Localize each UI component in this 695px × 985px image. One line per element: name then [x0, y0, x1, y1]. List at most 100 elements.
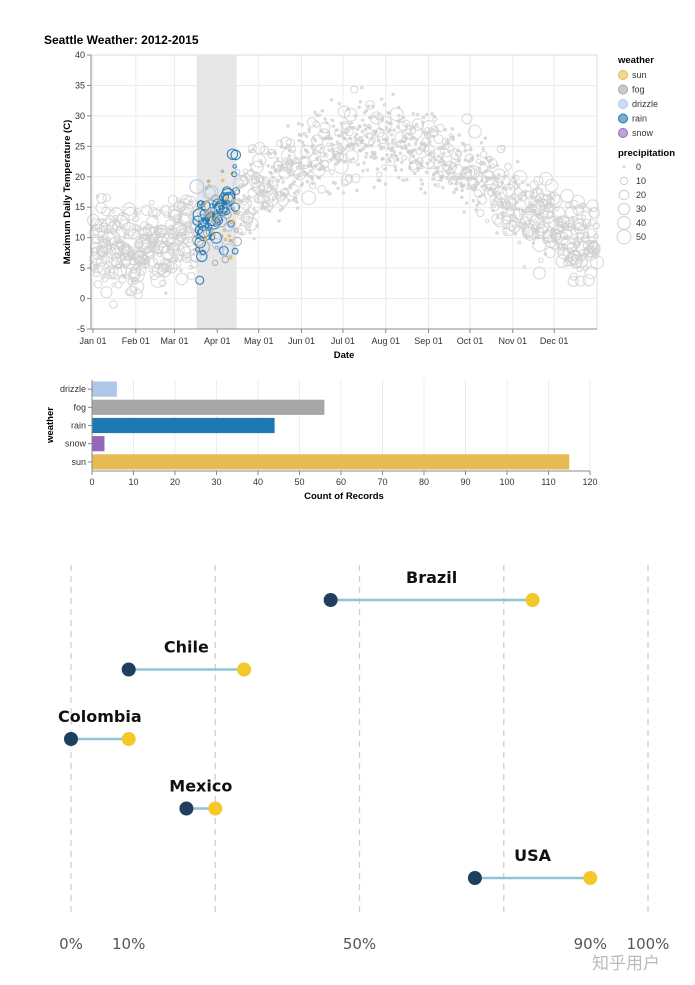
scatter-point: [261, 177, 266, 181]
scatter-point: [232, 236, 243, 247]
bar-y-axis-title: weather: [45, 407, 56, 444]
x-tick-label: Jul 01: [331, 336, 355, 346]
scatter-point: [458, 181, 463, 185]
scatter-point: [508, 186, 513, 191]
scatter-point: [305, 179, 310, 184]
scatter-point: [229, 255, 233, 260]
scatter-point: [488, 158, 498, 168]
x-tick-label: Nov 01: [499, 336, 528, 346]
scatter-point: [221, 191, 236, 206]
scatter-point: [517, 225, 521, 229]
scatter-point: [300, 122, 304, 127]
scatter-point: [361, 169, 365, 173]
scatter-point: [398, 118, 402, 122]
scatter-point: [292, 191, 297, 195]
dumbbell-start-dot: [121, 662, 136, 677]
scatter-point: [426, 161, 436, 170]
scatter-point: [495, 231, 499, 235]
scatter-point: [189, 199, 194, 204]
y-tick-label: -5: [77, 324, 85, 334]
size-legend-swatch: [617, 216, 631, 230]
scatter-point: [522, 226, 537, 241]
scatter-point: [200, 249, 206, 256]
y-tick-label: 35: [75, 80, 85, 90]
scatter-point: [456, 148, 460, 153]
scatter-point: [319, 121, 331, 134]
scatter-point: [323, 153, 329, 158]
scatter-point: [462, 210, 466, 214]
scatter-point: [475, 175, 484, 183]
scatter-point: [592, 249, 599, 256]
dumbbell-label: Brazil: [406, 568, 457, 587]
dumbbell-row-brazil: Brazil: [323, 568, 540, 607]
scatter-point: [474, 208, 478, 212]
bar-marks: [92, 381, 570, 470]
size-legend-label: 40: [636, 218, 646, 228]
x-tick-label: Jan 01: [79, 336, 106, 346]
scatter-point: [179, 268, 183, 273]
scatter-point: [240, 198, 248, 206]
scatter-point: [114, 280, 123, 289]
scatter-point: [562, 243, 566, 247]
scatter-point: [405, 177, 409, 182]
scatter-point: [434, 158, 438, 162]
scatter-point: [567, 225, 573, 231]
scatter-chart[interactable]: Seattle Weather: 2012-2015 -5 0 5 10 15 20 25 3…: [44, 33, 675, 361]
x-tick-label: Aug 01: [371, 336, 400, 346]
scatter-point: [315, 143, 326, 154]
x-axis-title: Date: [334, 350, 355, 361]
scatter-point: [328, 169, 335, 175]
scatter-point: [232, 164, 237, 169]
scatter-point: [234, 189, 240, 196]
scatter-point: [508, 213, 514, 219]
scatter-point: [337, 101, 342, 106]
scatter-point: [366, 132, 373, 140]
scatter-point: [285, 158, 290, 163]
scatter-point: [312, 136, 316, 141]
scatter-point: [418, 161, 422, 165]
scatter-point: [400, 146, 405, 150]
scatter-point: [567, 222, 573, 228]
scatter-point: [384, 137, 389, 141]
scatter-point: [443, 127, 448, 132]
scatter-point: [384, 125, 389, 130]
scatter-point: [331, 143, 340, 153]
scatter-point: [538, 198, 549, 209]
scatter-point: [451, 137, 455, 142]
size-legend-swatch: [618, 189, 630, 201]
scatter-point: [124, 288, 133, 296]
scatter-point: [397, 175, 401, 180]
scatter-point: [379, 97, 384, 101]
scatter-point: [295, 200, 299, 204]
legend-swatch-snow: [618, 128, 628, 138]
dumbbell-row-usa: USA: [467, 846, 598, 885]
watermark: 知乎用户: [592, 954, 660, 974]
scatter-point: [446, 141, 450, 145]
scatter-point: [532, 266, 546, 280]
scatter-point: [401, 154, 408, 161]
scatter-point: [253, 141, 266, 155]
scatter-point: [356, 162, 360, 167]
scatter-point: [408, 126, 413, 130]
scatter-point: [109, 300, 118, 309]
scatter-point: [302, 131, 307, 136]
scatter-point: [310, 134, 324, 147]
scatter-point: [396, 144, 400, 148]
scatter-point: [341, 190, 346, 195]
scatter-point: [272, 150, 276, 155]
scatter-point: [175, 272, 189, 286]
scatter-point: [312, 148, 317, 152]
dumbbell-tick-label: 100%: [627, 935, 670, 953]
scatter-point: [427, 140, 431, 145]
scatter-point: [313, 164, 318, 168]
scatter-point: [429, 151, 434, 156]
scatter-point: [95, 255, 108, 267]
scatter-point: [370, 136, 374, 140]
x-tick-label: Dec 01: [540, 336, 569, 346]
x-tick-label: Oct 01: [457, 336, 484, 346]
scatter-point: [247, 198, 252, 203]
scatter-point: [453, 174, 458, 179]
bar-y-tick-label: snow: [65, 439, 87, 449]
scatter-point: [123, 229, 134, 240]
scatter-point: [190, 252, 201, 263]
